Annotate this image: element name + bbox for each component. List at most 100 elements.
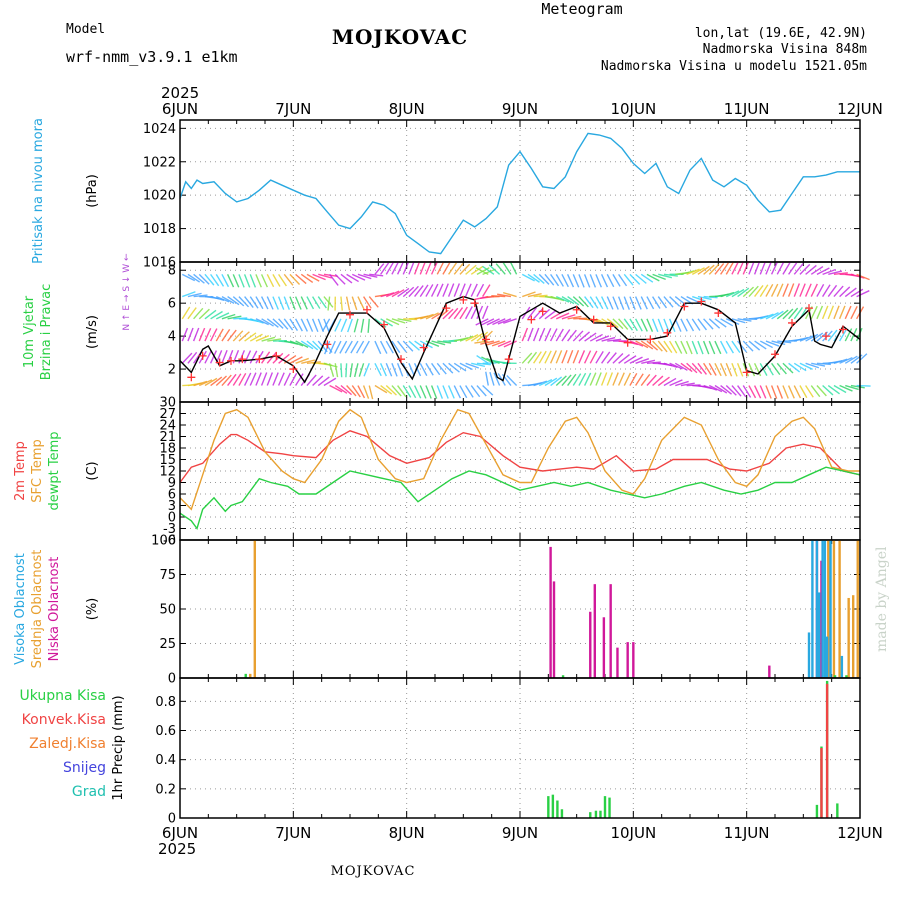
wind-arrow bbox=[442, 261, 451, 275]
wind-arrow bbox=[810, 332, 824, 342]
wind-arrow bbox=[402, 286, 415, 298]
series-marker bbox=[680, 302, 689, 311]
wind-arrow bbox=[567, 296, 580, 306]
wind-arrow bbox=[527, 307, 537, 320]
wind-arrow bbox=[301, 359, 316, 364]
wind-arrow bbox=[635, 373, 644, 386]
wind-arrow bbox=[502, 291, 517, 298]
panel-frame bbox=[179, 677, 861, 819]
top-day-label: 6JUN bbox=[162, 100, 198, 118]
wind-arrow bbox=[816, 385, 827, 397]
wind-arrow bbox=[327, 296, 331, 311]
wind-arrow bbox=[544, 328, 552, 342]
wind-arrow bbox=[675, 380, 689, 387]
wind-arrow bbox=[349, 363, 353, 378]
wind-arrow bbox=[295, 273, 307, 285]
bar-cloud bbox=[856, 540, 859, 678]
wind-arrow bbox=[686, 362, 698, 374]
wind-arrow bbox=[697, 340, 704, 355]
series-line-temperature-2 bbox=[179, 466, 861, 531]
wind-arrow bbox=[856, 353, 868, 364]
wind-arrow bbox=[272, 318, 284, 329]
series-marker bbox=[572, 305, 581, 314]
wind-arrow bbox=[821, 305, 829, 320]
wind-arrow bbox=[391, 363, 398, 377]
wind-arrow bbox=[600, 296, 609, 310]
y-unit-label: (m/s) bbox=[85, 315, 100, 349]
wind-arrow bbox=[470, 332, 484, 342]
wind-arrow bbox=[618, 318, 629, 330]
wind-arrow bbox=[221, 374, 232, 386]
wind-arrow bbox=[776, 261, 785, 275]
y-tick-label: 0.2 bbox=[155, 782, 176, 797]
wind-arrow bbox=[669, 362, 683, 370]
wind-arrow bbox=[776, 385, 784, 399]
wind-arrow bbox=[629, 340, 644, 347]
wind-arrow bbox=[816, 267, 830, 275]
y-tick-label: 12 bbox=[159, 465, 176, 480]
bar-precip bbox=[815, 804, 819, 818]
series-marker bbox=[459, 295, 468, 304]
wind-arrow bbox=[674, 362, 688, 371]
wind-arrow bbox=[306, 318, 314, 332]
wind-arrow bbox=[617, 372, 625, 386]
wind-arrow bbox=[572, 274, 580, 288]
wind-arrow bbox=[822, 385, 834, 396]
wind-arrow bbox=[856, 273, 870, 281]
y-axis-label: Pritisak na nivou mora bbox=[31, 118, 46, 264]
wind-arrow bbox=[363, 363, 370, 377]
wind-arrow bbox=[839, 384, 853, 392]
wind-arrow bbox=[600, 372, 608, 386]
wind-arrow bbox=[232, 274, 240, 288]
wind-arrow bbox=[476, 385, 487, 397]
top-day-label: 10JUN bbox=[610, 100, 656, 118]
wind-arrow bbox=[482, 385, 494, 396]
wind-arrow bbox=[634, 318, 643, 332]
wind-arrow bbox=[193, 380, 208, 387]
wind-arrow bbox=[476, 305, 484, 320]
bar-cloud bbox=[823, 540, 827, 678]
y-axis-label: 1hr Precip (mm) bbox=[111, 695, 126, 800]
wind-arrow bbox=[697, 295, 712, 301]
wind-arrow bbox=[533, 351, 542, 364]
series-marker bbox=[788, 318, 796, 327]
wind-arrow bbox=[646, 318, 654, 332]
wind-arrow bbox=[334, 384, 348, 394]
wind-arrow bbox=[476, 331, 489, 342]
wind-arrow bbox=[243, 274, 251, 288]
wind-arrow bbox=[419, 340, 433, 349]
wind-arrow bbox=[595, 274, 602, 288]
bar-cloud bbox=[561, 675, 565, 678]
wind-arrow bbox=[703, 384, 718, 391]
wind-arrow bbox=[652, 273, 666, 281]
wind-arrow bbox=[249, 350, 258, 364]
wind-arrow bbox=[380, 292, 395, 298]
wind-arrow bbox=[606, 274, 615, 288]
wind-arrow bbox=[442, 385, 449, 399]
series-line-pressure-0 bbox=[179, 132, 860, 255]
series-marker bbox=[623, 338, 632, 347]
wind-arrow bbox=[725, 363, 733, 377]
wind-arrow bbox=[788, 262, 798, 275]
legend-entry: Konvek.Kisa bbox=[22, 712, 106, 728]
wind-arrow bbox=[788, 307, 799, 320]
wind-arrow bbox=[685, 340, 693, 355]
wind-arrow bbox=[227, 373, 237, 386]
y-tick-label: 0 bbox=[168, 511, 176, 526]
wind-arrow bbox=[714, 318, 727, 328]
wind-arrow bbox=[480, 340, 495, 345]
wind-arrow bbox=[538, 308, 551, 320]
wind-arrow bbox=[182, 291, 196, 298]
wind-arrow bbox=[703, 318, 714, 330]
y-axis-label: Srednja Oblacnost bbox=[30, 550, 45, 669]
wind-arrow bbox=[810, 305, 818, 320]
wind-arrow bbox=[369, 273, 384, 277]
wind-arrow bbox=[550, 273, 560, 287]
wind-arrow bbox=[629, 356, 643, 364]
wind-arrow bbox=[623, 273, 634, 286]
wind-arrow bbox=[453, 283, 460, 297]
wind-arrow bbox=[232, 330, 244, 342]
bar-precip bbox=[825, 683, 829, 818]
wind-arrow bbox=[334, 340, 342, 354]
wind-arrow bbox=[691, 267, 705, 275]
